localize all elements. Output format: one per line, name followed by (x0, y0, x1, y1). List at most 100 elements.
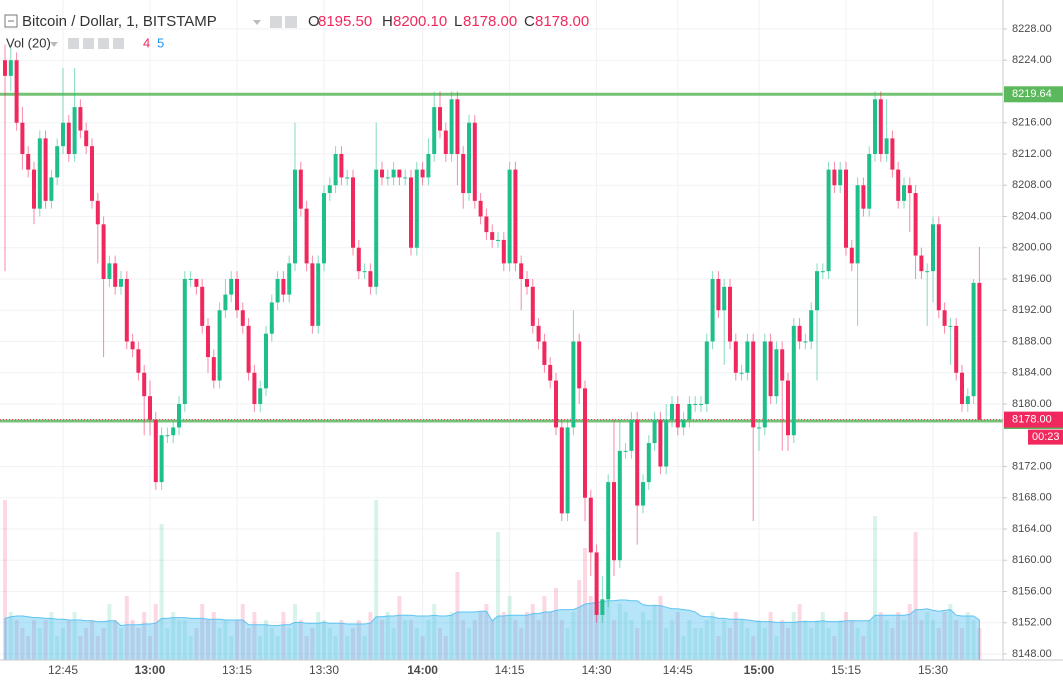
volume-bar (84, 628, 89, 660)
candle-body (739, 372, 744, 374)
candle-body (130, 341, 135, 350)
candle-body (554, 380, 558, 428)
x-tick-label: 15:00 (744, 663, 775, 677)
settings-icon[interactable] (68, 38, 79, 49)
candle-body (124, 278, 129, 342)
candle-body (345, 177, 350, 179)
volume-bar (617, 604, 622, 660)
format-icon[interactable] (83, 38, 94, 49)
candle-body (664, 419, 669, 467)
volume-bar (235, 620, 239, 660)
candle-body (931, 224, 935, 272)
candle-body (623, 450, 628, 452)
candle-body (902, 185, 906, 201)
volume-bar (432, 604, 437, 660)
candle-body (403, 177, 408, 179)
hide-icon[interactable] (98, 38, 109, 49)
volume-bar (142, 612, 147, 660)
volume-bar (72, 612, 77, 660)
volume-bar (884, 620, 889, 660)
volume-bar (252, 612, 257, 660)
candle-body (571, 341, 576, 428)
volume-bar (20, 628, 25, 660)
candle-body (884, 138, 889, 154)
candle-body (8, 60, 13, 76)
candle-body (791, 325, 796, 436)
volume-bar (368, 612, 373, 660)
candle-body (786, 380, 790, 436)
volume-bar (774, 636, 779, 660)
candle-body (380, 169, 384, 178)
y-tick-label: 8168.00 (1012, 492, 1052, 504)
candle-body (333, 153, 338, 186)
candle-body (687, 403, 692, 420)
volume-value: 4 (143, 35, 150, 50)
candle-body (774, 349, 779, 397)
volume-bar (310, 628, 315, 660)
volume-bar (351, 628, 355, 660)
candle-body (525, 278, 529, 287)
candle-body (66, 122, 71, 154)
candle-body (681, 419, 686, 428)
volume-bar (855, 628, 860, 660)
candle-body (768, 341, 773, 397)
volume-bar (536, 620, 541, 660)
ohlc-value: 8200.10 (393, 13, 447, 30)
volume-bar (641, 612, 645, 660)
candle-body (119, 278, 123, 287)
ohlc-value: 8178.00 (535, 13, 589, 30)
candle-body (61, 122, 65, 147)
ohlc-label: H (382, 13, 393, 30)
volume-bar (391, 628, 396, 660)
volume-bar (281, 612, 286, 660)
candle-body (762, 341, 767, 428)
candle-body (501, 239, 506, 264)
candle-body (252, 372, 257, 404)
candle-body (716, 278, 721, 311)
volume-bar (519, 628, 524, 660)
dropdown-icon[interactable] (253, 20, 261, 25)
candle-body (356, 247, 361, 272)
y-tick-label: 8228.00 (1012, 23, 1052, 35)
y-tick-label: 8172.00 (1012, 460, 1052, 472)
volume-bar (757, 620, 761, 660)
volume-bar (177, 620, 181, 660)
volume-bar (652, 604, 657, 660)
candle-body (478, 200, 483, 217)
ohlc-value: 8178.00 (463, 13, 517, 30)
dropdown-icon[interactable] (50, 42, 58, 47)
volume-bar (136, 628, 141, 660)
volume-bar (745, 628, 750, 660)
volume-bar (293, 604, 297, 660)
volume-bar (554, 588, 558, 660)
candle-body (327, 185, 332, 194)
collapse-icon[interactable] (4, 14, 18, 28)
candle-body (745, 341, 750, 373)
candle-body (861, 185, 866, 209)
volume-bar (194, 628, 199, 660)
candle-body (391, 169, 396, 178)
candle-body (14, 60, 19, 123)
volume-bar (704, 620, 709, 660)
volume-bar (751, 636, 756, 660)
candle-body (960, 372, 964, 404)
candle-body (287, 263, 292, 295)
volume-bar (902, 620, 906, 660)
volume-bar (55, 636, 60, 660)
volume-bar (356, 620, 361, 660)
remove-icon[interactable] (113, 38, 124, 49)
volume-bar (153, 604, 158, 660)
axes: 8148.00 8152.00 8156.00 8160.00 8164.00 8168.… (48, 23, 1063, 677)
volume-bar (223, 620, 228, 660)
volume-bar (61, 628, 65, 660)
volume-bar (322, 620, 326, 660)
candle-body (484, 216, 489, 233)
candle-body (832, 169, 837, 186)
candle-body (49, 177, 54, 201)
hide-icon[interactable] (285, 16, 297, 28)
volume-bar (849, 620, 854, 660)
settings-icon[interactable] (270, 16, 282, 28)
volume-bar (832, 636, 837, 660)
